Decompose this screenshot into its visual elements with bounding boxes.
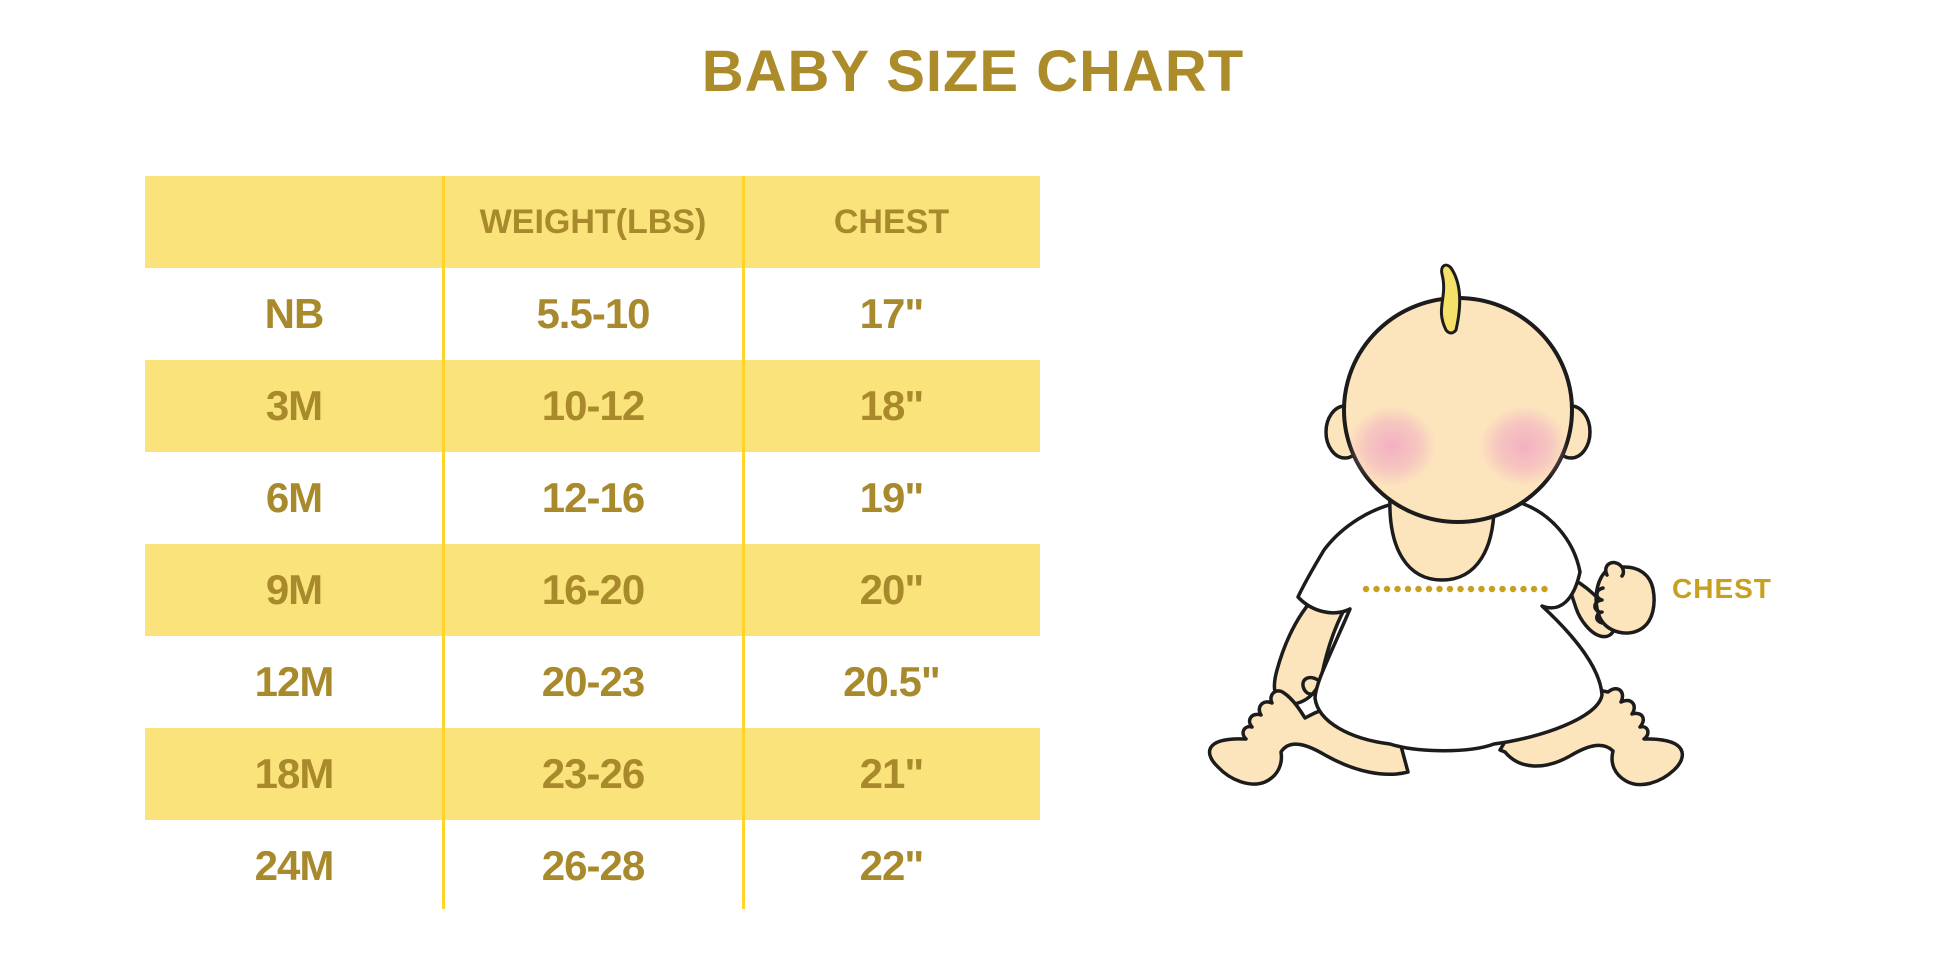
baby-illustration bbox=[1150, 240, 1770, 820]
weight-cell: 23-26 bbox=[541, 750, 645, 797]
size-cell: NB bbox=[264, 290, 325, 337]
baby-hair-icon bbox=[1439, 263, 1462, 335]
chest-cell: 19" bbox=[859, 474, 925, 521]
size-cell: 12M bbox=[254, 658, 335, 705]
chest-cell: 21" bbox=[859, 750, 925, 797]
table-header-row: WEIGHT(LBS) CHEST bbox=[145, 176, 1040, 268]
weight-cell: 16-20 bbox=[541, 566, 645, 613]
header-chest-cell: CHEST bbox=[833, 202, 950, 241]
baby-size-table: WEIGHT(LBS) CHEST NB 5.5-10 17" 3M 10-12… bbox=[145, 176, 1040, 912]
chest-measure-label: CHEST bbox=[1672, 573, 1772, 604]
chest-cell: 17" bbox=[859, 290, 925, 337]
table-row: 24M 26-28 22" bbox=[145, 820, 1040, 912]
size-cell: 3M bbox=[265, 382, 323, 429]
chest-cell: 18" bbox=[859, 382, 925, 429]
weight-cell: 5.5-10 bbox=[536, 290, 650, 337]
weight-cell: 26-28 bbox=[541, 842, 645, 889]
chest-cell: 22" bbox=[859, 842, 925, 889]
table-row: NB 5.5-10 17" bbox=[145, 268, 1040, 360]
chest-cell: 20" bbox=[859, 566, 925, 613]
table-row: 3M 10-12 18" bbox=[145, 360, 1040, 452]
column-divider bbox=[742, 176, 745, 909]
size-cell: 9M bbox=[265, 566, 323, 613]
header-weight-cell: WEIGHT(LBS) bbox=[479, 202, 707, 241]
column-divider bbox=[442, 176, 445, 909]
chest-cell: 20.5" bbox=[843, 658, 941, 705]
table-row: 6M 12-16 19" bbox=[145, 452, 1040, 544]
baby-blush-left bbox=[1348, 406, 1436, 486]
weight-cell: 10-12 bbox=[541, 382, 645, 429]
table-row: 9M 16-20 20" bbox=[145, 544, 1040, 636]
baby-fist-knuckles bbox=[1593, 586, 1605, 625]
size-cell: 18M bbox=[254, 750, 335, 797]
baby-right-fist bbox=[1594, 565, 1656, 635]
weight-cell: 12-16 bbox=[541, 474, 645, 521]
table-row: 18M 23-26 21" bbox=[145, 728, 1040, 820]
size-cell: 24M bbox=[254, 842, 335, 889]
table-row: 12M 20-23 20.5" bbox=[145, 636, 1040, 728]
page-title: BABY SIZE CHART bbox=[701, 39, 1245, 104]
weight-cell: 20-23 bbox=[541, 658, 645, 705]
baby-right-thumb bbox=[1604, 560, 1626, 578]
sitting-baby-drawing bbox=[1207, 263, 1685, 787]
baby-onesie bbox=[1296, 500, 1604, 753]
header-size-cell bbox=[145, 176, 443, 268]
baby-blush-right bbox=[1480, 406, 1568, 486]
size-cell: 6M bbox=[265, 474, 323, 521]
